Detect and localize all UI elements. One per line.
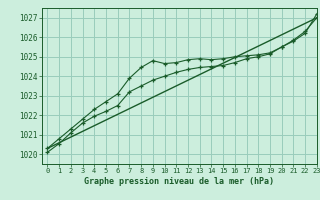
X-axis label: Graphe pression niveau de la mer (hPa): Graphe pression niveau de la mer (hPa) bbox=[84, 177, 274, 186]
